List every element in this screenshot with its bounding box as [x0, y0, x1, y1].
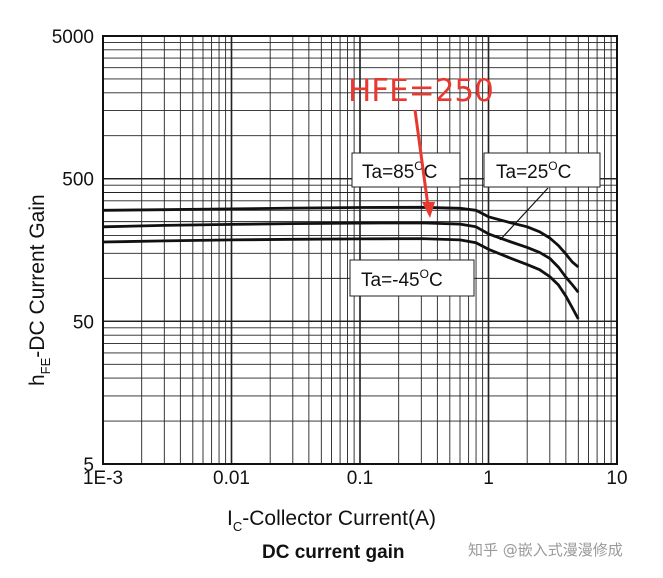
- y-axis-label: hFE-DC Current Gain: [26, 194, 53, 386]
- hfe-arrow-head: [422, 202, 435, 218]
- grid: [102, 35, 618, 465]
- x-tick-label: 0.1: [347, 468, 373, 489]
- series-line-1: [102, 221, 580, 294]
- label-m45: Ta=-45OC: [361, 267, 443, 291]
- series-line-2: [102, 237, 580, 320]
- x-tick-label: 10: [606, 468, 627, 489]
- y-tick-label: 5: [83, 455, 94, 476]
- label-25: Ta=25OC: [496, 159, 571, 183]
- series-line-0: [102, 205, 580, 269]
- y-axis-label-main: h: [26, 374, 49, 386]
- label-85-box: [351, 152, 461, 188]
- label-25-leader: [499, 187, 549, 241]
- x-axis-label-sub: C: [233, 519, 242, 534]
- plot-frame: [102, 35, 618, 465]
- x-tick-label: 1: [483, 468, 494, 489]
- label-25-box: [483, 152, 601, 188]
- label-m45-box: [349, 259, 475, 297]
- hfe-arrow-shaft: [413, 109, 430, 207]
- x-axis-label: IC-Collector Current(A): [227, 507, 436, 534]
- chart-title: DC current gain: [262, 542, 405, 563]
- x-axis-label-main: I: [227, 507, 233, 530]
- series-group: [102, 205, 580, 320]
- x-tick-label: 1E-3: [83, 468, 123, 489]
- y-axis-label-sub: FE: [38, 357, 53, 374]
- y-tick-label: 500: [62, 170, 94, 191]
- x-tick-labels: 1E-3 0.01 0.1 1 10: [83, 468, 628, 489]
- y-tick-label: 5000: [52, 27, 94, 48]
- watermark: 知乎 @嵌入式漫漫修成: [468, 541, 623, 559]
- x-tick-label: 0.01: [213, 468, 250, 489]
- y-tick-labels: 5 50 500 5000: [52, 27, 94, 476]
- hfe-annotation: HFE=250: [348, 73, 494, 109]
- y-tick-label: 50: [73, 312, 94, 333]
- y-axis-label-rest: -DC Current Gain: [26, 194, 49, 357]
- label-85: Ta=85OC: [362, 159, 437, 183]
- x-axis-label-rest: -Collector Current(A): [242, 507, 436, 530]
